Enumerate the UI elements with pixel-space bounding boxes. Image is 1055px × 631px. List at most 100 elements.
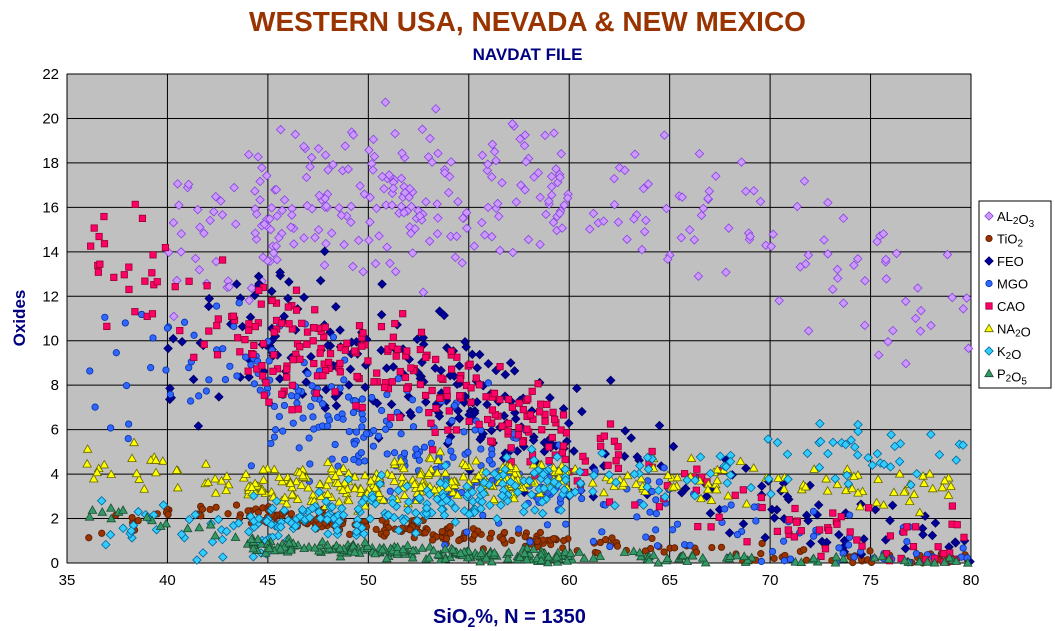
data-point xyxy=(330,334,336,340)
data-point xyxy=(940,550,946,556)
data-point xyxy=(123,382,129,388)
data-point xyxy=(395,346,401,352)
data-point xyxy=(913,524,919,530)
data-point xyxy=(448,366,454,372)
x-tick-label: 70 xyxy=(762,572,779,589)
data-point xyxy=(195,393,201,399)
data-point xyxy=(653,510,659,516)
data-point xyxy=(428,440,434,446)
data-point xyxy=(266,358,272,364)
data-point xyxy=(456,537,462,543)
data-point xyxy=(162,244,168,250)
data-point xyxy=(319,401,325,407)
data-point xyxy=(609,535,615,541)
data-point xyxy=(520,406,526,412)
data-point xyxy=(335,463,341,469)
data-point xyxy=(293,307,299,313)
data-point xyxy=(213,303,219,309)
data-point xyxy=(539,427,545,433)
data-point xyxy=(466,418,472,424)
data-point xyxy=(537,401,543,407)
data-point xyxy=(101,241,107,247)
data-point xyxy=(426,409,432,415)
x-tick-label: 50 xyxy=(360,572,377,589)
data-point xyxy=(468,399,474,405)
data-point xyxy=(867,548,873,554)
data-point xyxy=(801,547,807,553)
data-point xyxy=(471,532,477,538)
data-point xyxy=(935,544,941,550)
data-point xyxy=(537,529,543,535)
data-point xyxy=(304,329,310,335)
data-point xyxy=(642,548,648,554)
data-point xyxy=(305,370,311,376)
data-point xyxy=(786,517,792,523)
data-point xyxy=(656,479,662,485)
data-point xyxy=(410,423,416,429)
data-point xyxy=(649,535,655,541)
data-point xyxy=(263,380,269,386)
y-tick-label: 6 xyxy=(51,422,59,439)
data-point xyxy=(276,413,282,419)
data-point xyxy=(758,550,764,556)
data-point xyxy=(289,382,295,388)
data-point xyxy=(346,428,352,434)
data-point xyxy=(429,537,435,543)
data-point xyxy=(910,543,916,549)
data-point xyxy=(337,360,343,366)
data-point xyxy=(201,341,207,347)
data-point xyxy=(476,421,482,427)
data-point xyxy=(104,323,110,329)
data-point xyxy=(374,370,380,376)
data-point xyxy=(500,536,506,542)
data-point xyxy=(402,374,408,380)
data-point xyxy=(389,379,395,385)
data-point xyxy=(810,533,816,539)
data-point xyxy=(391,450,397,456)
data-point xyxy=(113,350,119,356)
data-point xyxy=(132,308,138,314)
data-point xyxy=(225,511,231,517)
data-point xyxy=(787,556,793,562)
data-point xyxy=(417,381,423,387)
data-point xyxy=(259,362,265,368)
data-point xyxy=(350,409,356,415)
data-point xyxy=(294,400,300,406)
data-point xyxy=(643,534,649,540)
data-point xyxy=(529,388,535,394)
data-point xyxy=(649,488,655,494)
data-point xyxy=(904,538,910,544)
data-point xyxy=(416,407,422,413)
data-point xyxy=(346,531,352,537)
data-point xyxy=(562,456,568,462)
data-point xyxy=(751,504,757,510)
x-tick-label: 65 xyxy=(661,572,678,589)
data-point xyxy=(271,352,277,358)
data-point xyxy=(213,504,219,510)
data-point xyxy=(306,435,312,441)
data-point xyxy=(359,396,365,402)
data-point xyxy=(404,348,410,354)
data-point xyxy=(250,351,256,357)
data-point xyxy=(509,404,515,410)
data-point xyxy=(429,387,435,393)
data-point xyxy=(92,404,98,410)
data-point xyxy=(375,433,381,439)
data-point xyxy=(384,451,390,457)
data-point xyxy=(261,392,267,398)
data-point xyxy=(187,398,193,404)
data-point xyxy=(293,287,299,293)
data-point xyxy=(560,443,566,449)
data-point xyxy=(822,546,828,552)
data-point xyxy=(392,320,398,326)
x-tick-label: 75 xyxy=(862,572,879,589)
legend-marker xyxy=(986,280,992,286)
data-point xyxy=(838,513,844,519)
y-tick-label: 4 xyxy=(51,466,59,483)
data-point xyxy=(310,414,316,420)
data-point xyxy=(483,394,489,400)
data-point xyxy=(461,429,467,435)
data-point xyxy=(231,323,237,329)
data-point xyxy=(177,327,183,333)
data-point xyxy=(353,403,359,409)
